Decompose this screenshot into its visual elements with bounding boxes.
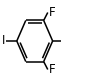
Text: I: I [2, 35, 5, 47]
Text: F: F [49, 6, 55, 19]
Text: F: F [49, 63, 55, 76]
